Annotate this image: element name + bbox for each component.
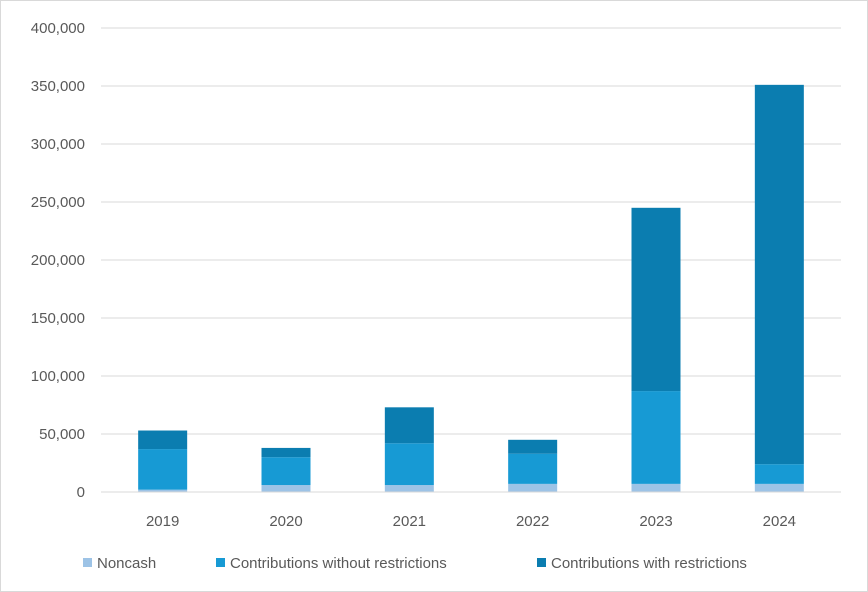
bar-segment-noncash-2024 [754,483,804,492]
bars [138,84,804,492]
y-axis-tick-labels: 0 50,000 100,000 150,000 200,000 250,000 300,0… [31,20,85,501]
x-tick-label: 2021 [393,513,426,530]
bar-segment-contributions-with-restrictions-2023 [631,207,681,392]
gridlines [101,27,841,435]
bar-segment-contributions-with-restrictions-2021 [384,407,434,444]
y-tick-label: 250,000 [31,194,85,211]
bar-segment-noncash-2023 [631,483,681,492]
x-tick-label: 2019 [146,513,179,530]
y-tick-label: 400,000 [31,20,85,37]
x-axis-tick-labels: 2019 2020 2021 2022 2023 2024 [146,513,796,530]
bar-segment-contributions-without-restrictions-2021 [384,443,434,486]
y-tick-label: 50,000 [39,426,85,443]
bar-segment-contributions-with-restrictions-2022 [508,439,558,454]
bar-segment-noncash-2022 [508,483,558,492]
legend-label: Contributions without restrictions [230,555,447,572]
bar-segment-contributions-with-restrictions-2020 [261,447,311,458]
bar-segment-noncash-2021 [384,485,434,492]
bar-segment-contributions-without-restrictions-2020 [261,457,311,486]
bar-segment-contributions-with-restrictions-2024 [754,84,804,465]
x-tick-label: 2023 [639,513,672,530]
y-tick-label: 300,000 [31,136,85,153]
bar-segment-contributions-without-restrictions-2019 [138,449,188,490]
legend: Noncash Contributions without restriction… [83,555,747,572]
legend-swatch [537,558,546,567]
legend-label: Noncash [97,555,156,572]
y-tick-label: 200,000 [31,252,85,269]
y-tick-label: 150,000 [31,310,85,327]
legend-swatch [216,558,225,567]
bar-segment-contributions-without-restrictions-2024 [754,464,804,484]
x-tick-label: 2020 [269,513,302,530]
legend-label: Contributions with restrictions [551,555,747,572]
y-tick-label: 350,000 [31,78,85,95]
bar-segment-noncash-2019 [138,489,188,492]
bar-segment-contributions-without-restrictions-2022 [508,453,558,484]
y-tick-label: 0 [77,484,85,501]
bar-segment-contributions-with-restrictions-2019 [138,430,188,450]
bar-segment-noncash-2020 [261,485,311,492]
y-tick-label: 100,000 [31,368,85,385]
legend-swatch [83,558,92,567]
x-tick-label: 2022 [516,513,549,530]
bar-segment-contributions-without-restrictions-2023 [631,391,681,484]
x-tick-label: 2024 [763,513,796,530]
